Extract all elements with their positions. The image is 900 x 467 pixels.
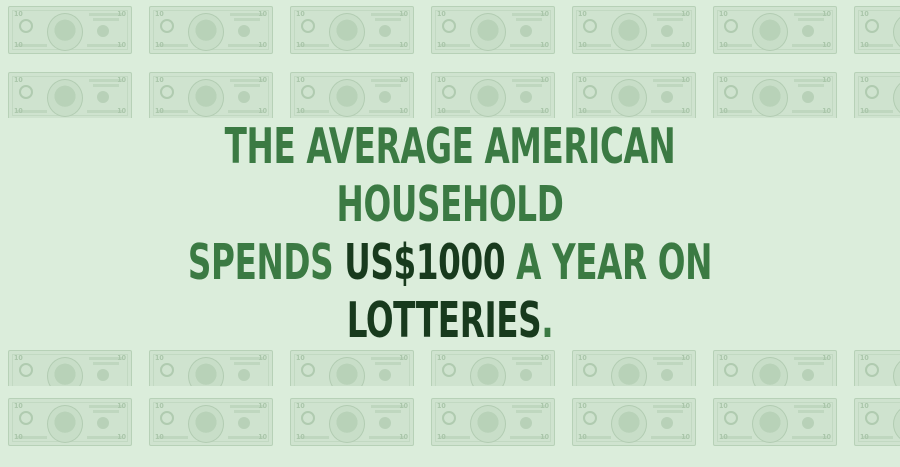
headline-text: THE AVERAGE AMERICAN HOUSEHOLD xyxy=(224,118,676,233)
headline-text: SPENDS xyxy=(187,234,345,291)
fact-headline: THE AVERAGE AMERICAN HOUSEHOLD SPENDS US… xyxy=(117,118,783,350)
headline-period: . xyxy=(541,292,554,349)
headline-text: A YEAR ON xyxy=(505,234,713,291)
headline-line-3: LOTTERIES. xyxy=(117,292,783,350)
headline-line-1: THE AVERAGE AMERICAN HOUSEHOLD xyxy=(117,118,783,234)
bill-pattern-row-upper: 10 10 10 10 10 10 10 10 10 10 10 10 10 10 10 10 10 10 10 10… xyxy=(0,72,900,118)
headline-line-2: SPENDS US$1000 A YEAR ON xyxy=(117,234,783,292)
bill-pattern-row-bottom: 10 10 10 10 10 10 10 10 10 10 10 10 10 10 10 10 10 10 10 10… xyxy=(0,398,900,448)
headline-lotteries-highlight: LOTTERIES xyxy=(346,292,542,349)
bill-pattern-row-top: 10 10 10 10 10 10 10 10 10 10 10 10 10 10 10 10 10 10 10 10… xyxy=(0,6,900,56)
headline-amount-highlight: US$1000 xyxy=(344,234,506,291)
